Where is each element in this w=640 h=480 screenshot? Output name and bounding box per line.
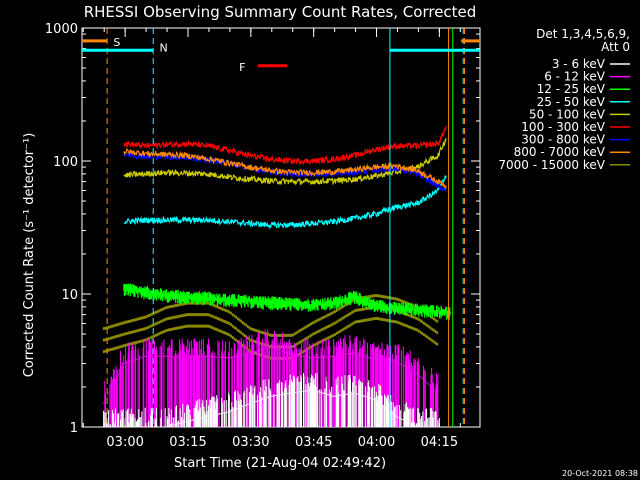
legend-header: Det 1,3,4,5,6,9, [536, 27, 630, 41]
y-axis: 1 10 100 1000 [45, 22, 480, 436]
series-line [123, 175, 447, 230]
legend-item-label: 6 - 12 keV [544, 70, 606, 84]
x-tick-label: 03:30 [232, 435, 269, 450]
x-tick-label: 03:00 [106, 435, 143, 450]
x-tick-label: 04:15 [421, 435, 458, 450]
y-tick-label: 1 [70, 421, 78, 436]
series-3 [123, 175, 447, 230]
series-2 [123, 283, 451, 320]
series-noisy [102, 373, 439, 428]
x-axis-label: Start Time (21-Aug-04 02:49:42) [174, 456, 386, 471]
series-line [123, 150, 447, 193]
legend-item-label: 3 - 6 keV [552, 57, 606, 71]
legend-item-label: 12 - 25 keV [537, 82, 606, 96]
x-tick-label: 03:45 [295, 435, 332, 450]
series-line [123, 147, 447, 190]
legend-header: Att 0 [601, 40, 630, 54]
series-1 [102, 329, 439, 427]
flag-label: F [239, 61, 245, 74]
legend-item-label: 300 - 800 keV [521, 133, 605, 147]
y-tick-label: 1000 [45, 22, 78, 37]
legend-item-label: 800 - 7000 keV [514, 145, 606, 159]
plot-area: S N F [82, 28, 480, 428]
series-band [123, 283, 451, 320]
series-7 [123, 147, 447, 190]
flag-label: S [113, 36, 120, 49]
y-axis-label: Corrected Count Rate (s⁻¹ detector⁻¹) [22, 133, 37, 378]
x-tick-label: 03:15 [169, 435, 206, 450]
series-0 [102, 373, 439, 428]
x-tick-label: 04:00 [358, 435, 395, 450]
chart-title: RHESSI Observing Summary Count Rates, Co… [84, 3, 477, 21]
legend-item-label: 100 - 300 keV [521, 120, 605, 134]
series-6 [123, 150, 447, 193]
x-axis: 03:00 03:15 03:30 03:45 04:00 04:15 [82, 28, 461, 450]
series-5 [123, 125, 447, 166]
y-tick-label: 10 [61, 288, 78, 303]
legend-item-label: 50 - 100 keV [529, 107, 606, 121]
series-noisy [102, 329, 439, 427]
legend-item-label: 7000 - 15000 keV [498, 158, 605, 172]
series-line [123, 125, 447, 166]
footer-timestamp: 20-Oct-2021 08:38 [562, 469, 638, 478]
y-tick-label: 100 [53, 155, 78, 170]
flag-label: N [160, 41, 168, 54]
legend-item-label: 25 - 50 keV [537, 95, 606, 109]
